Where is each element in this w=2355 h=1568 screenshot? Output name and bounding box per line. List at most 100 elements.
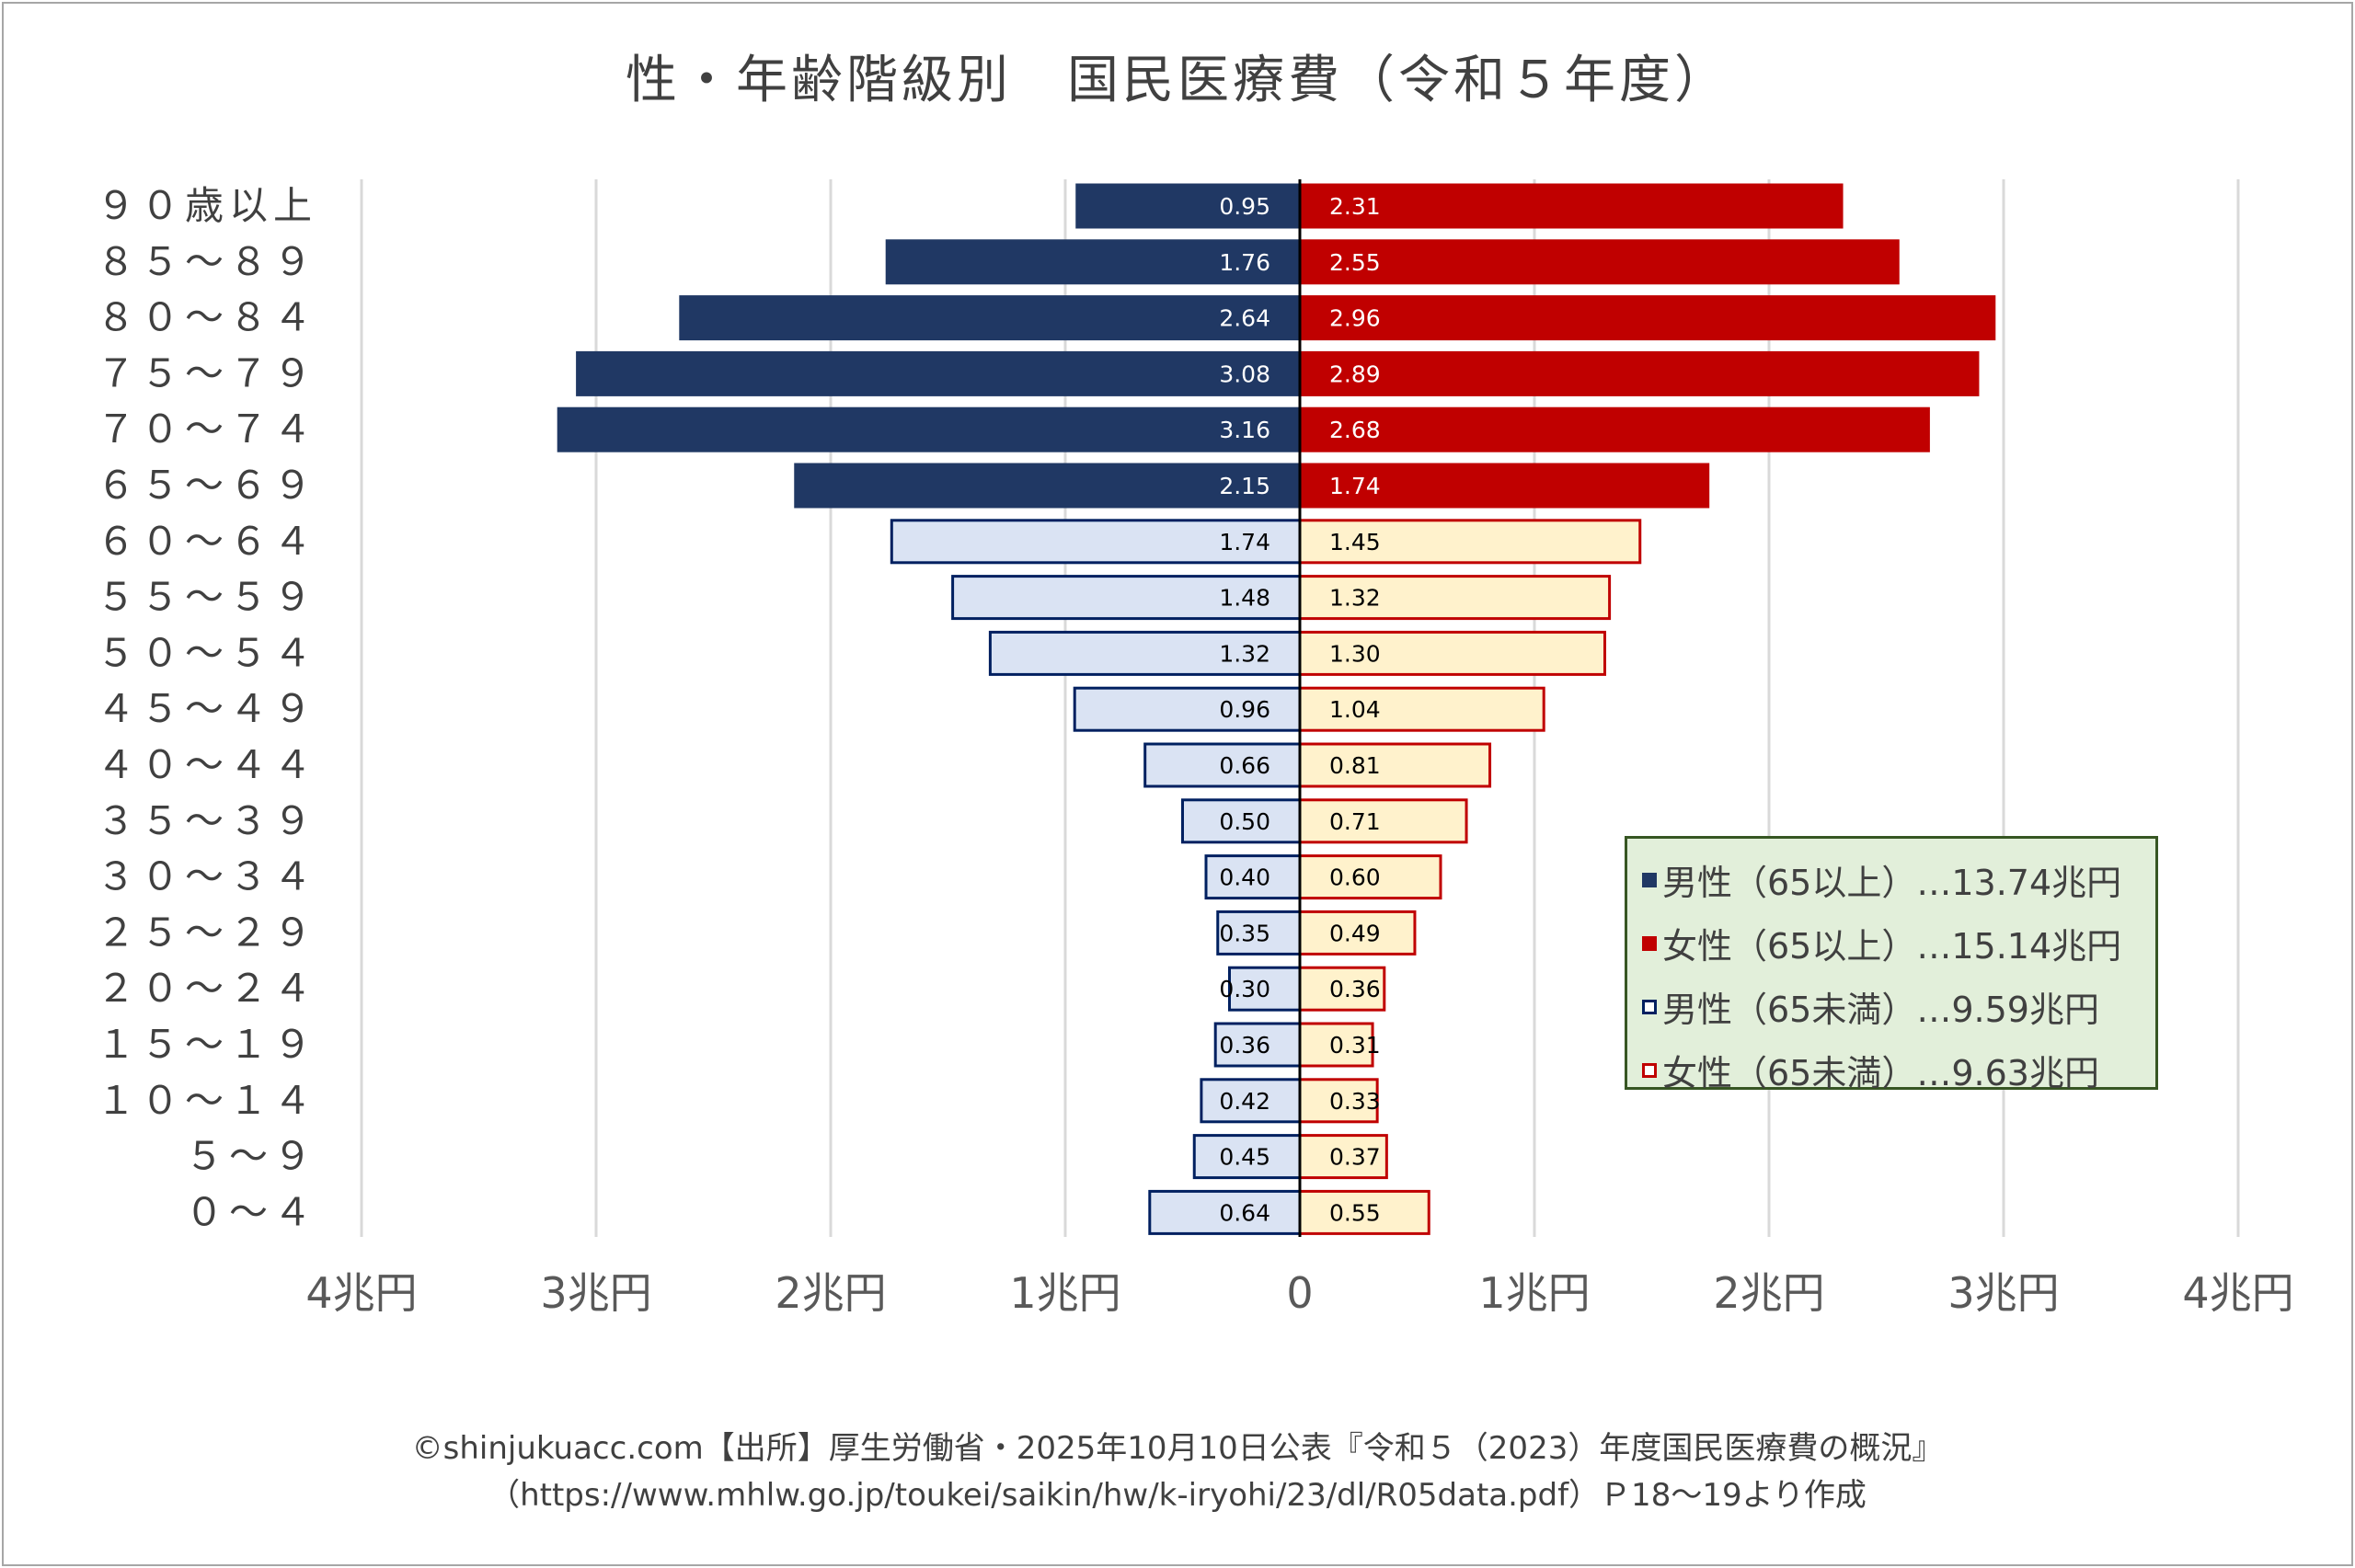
data-label-male: 0.36 [1219,1032,1270,1059]
bar-female [1298,910,1417,956]
data-label-female: 0.36 [1329,976,1381,1002]
legend-label: 男性（65未満）…9.59兆円 [1662,990,2099,1030]
data-label-male: 0.30 [1219,976,1270,1002]
data-label-male: 0.42 [1219,1088,1270,1115]
data-label-male: 0.50 [1219,808,1270,835]
data-label-male: 0.35 [1219,920,1270,946]
y-tick-label: ８０～８４ [97,295,317,340]
x-tick-label: 1兆円 [1478,1268,1590,1318]
y-tick-label: ６５～６９ [97,463,317,508]
data-label-female: 1.74 [1329,473,1381,499]
bar-female [1298,1134,1388,1180]
y-tick-label: ６０～６４ [97,519,317,564]
data-label-female: 0.37 [1329,1144,1381,1171]
data-label-male: 2.64 [1219,305,1270,332]
bar-male [576,350,1302,396]
y-tick-label: ３５～３９ [97,798,317,843]
bar-female [1298,406,1930,452]
bar-female [1298,742,1492,788]
bar-female [1298,630,1606,676]
bar-male [1143,742,1302,788]
bar-female [1298,350,1980,396]
data-label-female: 0.55 [1329,1199,1381,1226]
y-tick-label: １０～１４ [97,1078,317,1123]
data-label-male: 1.74 [1219,529,1270,555]
y-tick-label: ５５～５９ [97,575,317,620]
data-label-female: 2.31 [1329,193,1381,220]
data-label-female: 1.04 [1329,696,1381,723]
data-label-male: 0.64 [1219,1199,1270,1226]
legend-swatch-male-65-plus [1642,872,1657,887]
data-label-female: 0.33 [1329,1088,1381,1115]
legend-label: 男性（65以上）…13.74兆円 [1662,863,2122,903]
y-tick-label: ０～４ [185,1189,317,1234]
bar-female [1298,183,1844,229]
x-tick-label: 4兆円 [2182,1268,2293,1318]
legend-swatch-female-65-plus [1642,935,1657,951]
x-tick-label: 3兆円 [1947,1268,2059,1318]
bar-female [1298,854,1442,900]
data-label-female: 0.31 [1329,1032,1381,1059]
legend-item-male-65-plus: 男性（65以上）…13.74兆円 [1627,848,2155,911]
y-tick-label: ７０～７４ [97,406,317,452]
bar-male [1073,686,1302,732]
bar-female [1298,239,1900,285]
y-tick-label: ９０歳以上 [97,183,317,228]
data-label-male: 0.40 [1219,864,1270,891]
x-tick-label: 3兆円 [540,1268,651,1318]
y-tick-label: ４０～４４ [97,742,317,787]
bar-male [679,295,1302,341]
legend-item-female-65-plus: 女性（65以上）…15.14兆円 [1627,911,2155,975]
bar-female [1298,575,1612,621]
bar-male [1213,1022,1302,1068]
y-tick-label: ２５～２９ [97,910,317,955]
x-tick-label: 2兆円 [1713,1268,1824,1318]
data-label-male: 3.08 [1219,361,1270,387]
data-label-female: 0.60 [1329,864,1381,891]
x-tick-label: 1兆円 [1009,1268,1120,1318]
bar-male [951,575,1302,621]
bar-female [1298,519,1642,565]
data-label-male: 0.96 [1219,696,1270,723]
legend-swatch-female-under-65 [1642,1062,1657,1078]
bar-male [557,406,1302,452]
y-tick-label: ５～９ [185,1134,317,1179]
data-label-female: 2.55 [1329,249,1381,276]
data-label-male: 1.76 [1219,249,1270,276]
y-tick-label: ５０～５４ [97,630,317,675]
bar-male [1204,854,1302,900]
data-label-male: 1.48 [1219,585,1270,612]
bar-female [1298,295,1996,341]
bar-male [1192,1134,1302,1180]
bar-male [1200,1078,1302,1124]
data-label-male: 0.45 [1219,1144,1270,1171]
data-label-male: 0.95 [1219,193,1270,220]
data-label-male: 0.66 [1219,752,1270,779]
bar-female [1298,798,1468,844]
y-tick-label: １５～１９ [97,1022,317,1067]
data-label-female: 0.71 [1329,808,1381,835]
bar-male [890,519,1302,565]
legend-label: 女性（65未満）…9.63兆円 [1662,1053,2099,1093]
x-tick-label: 2兆円 [775,1268,886,1318]
data-label-female: 2.96 [1329,305,1381,332]
bar-male [1181,798,1302,844]
y-tick-label: ８５～８９ [97,239,317,284]
chart-title: 性・年齢階級別 国民医療費（令和５年度） [626,51,1729,110]
legend-item-male-under-65: 男性（65未満）…9.59兆円 [1627,975,2155,1038]
legend-swatch-male-under-65 [1642,999,1657,1014]
data-label-female: 0.49 [1329,920,1381,946]
x-tick-label: 4兆円 [305,1268,417,1318]
legend-label: 女性（65以上）…15.14兆円 [1662,926,2122,967]
data-label-female: 1.45 [1329,529,1381,555]
footer-url-line: （https://www.mhlw.go.jp/toukei/saikin/hw… [488,1477,1867,1514]
bar-male [1216,910,1302,956]
data-label-female: 2.89 [1329,361,1381,387]
bar-male [1228,966,1302,1012]
bar-female [1298,463,1710,509]
footer-source-line: ©shinjukuacc.com【出所】厚生労働省・2025年10月10日公表『… [411,1430,1944,1467]
data-label-male: 1.32 [1219,640,1270,667]
data-label-male: 2.15 [1219,473,1270,499]
